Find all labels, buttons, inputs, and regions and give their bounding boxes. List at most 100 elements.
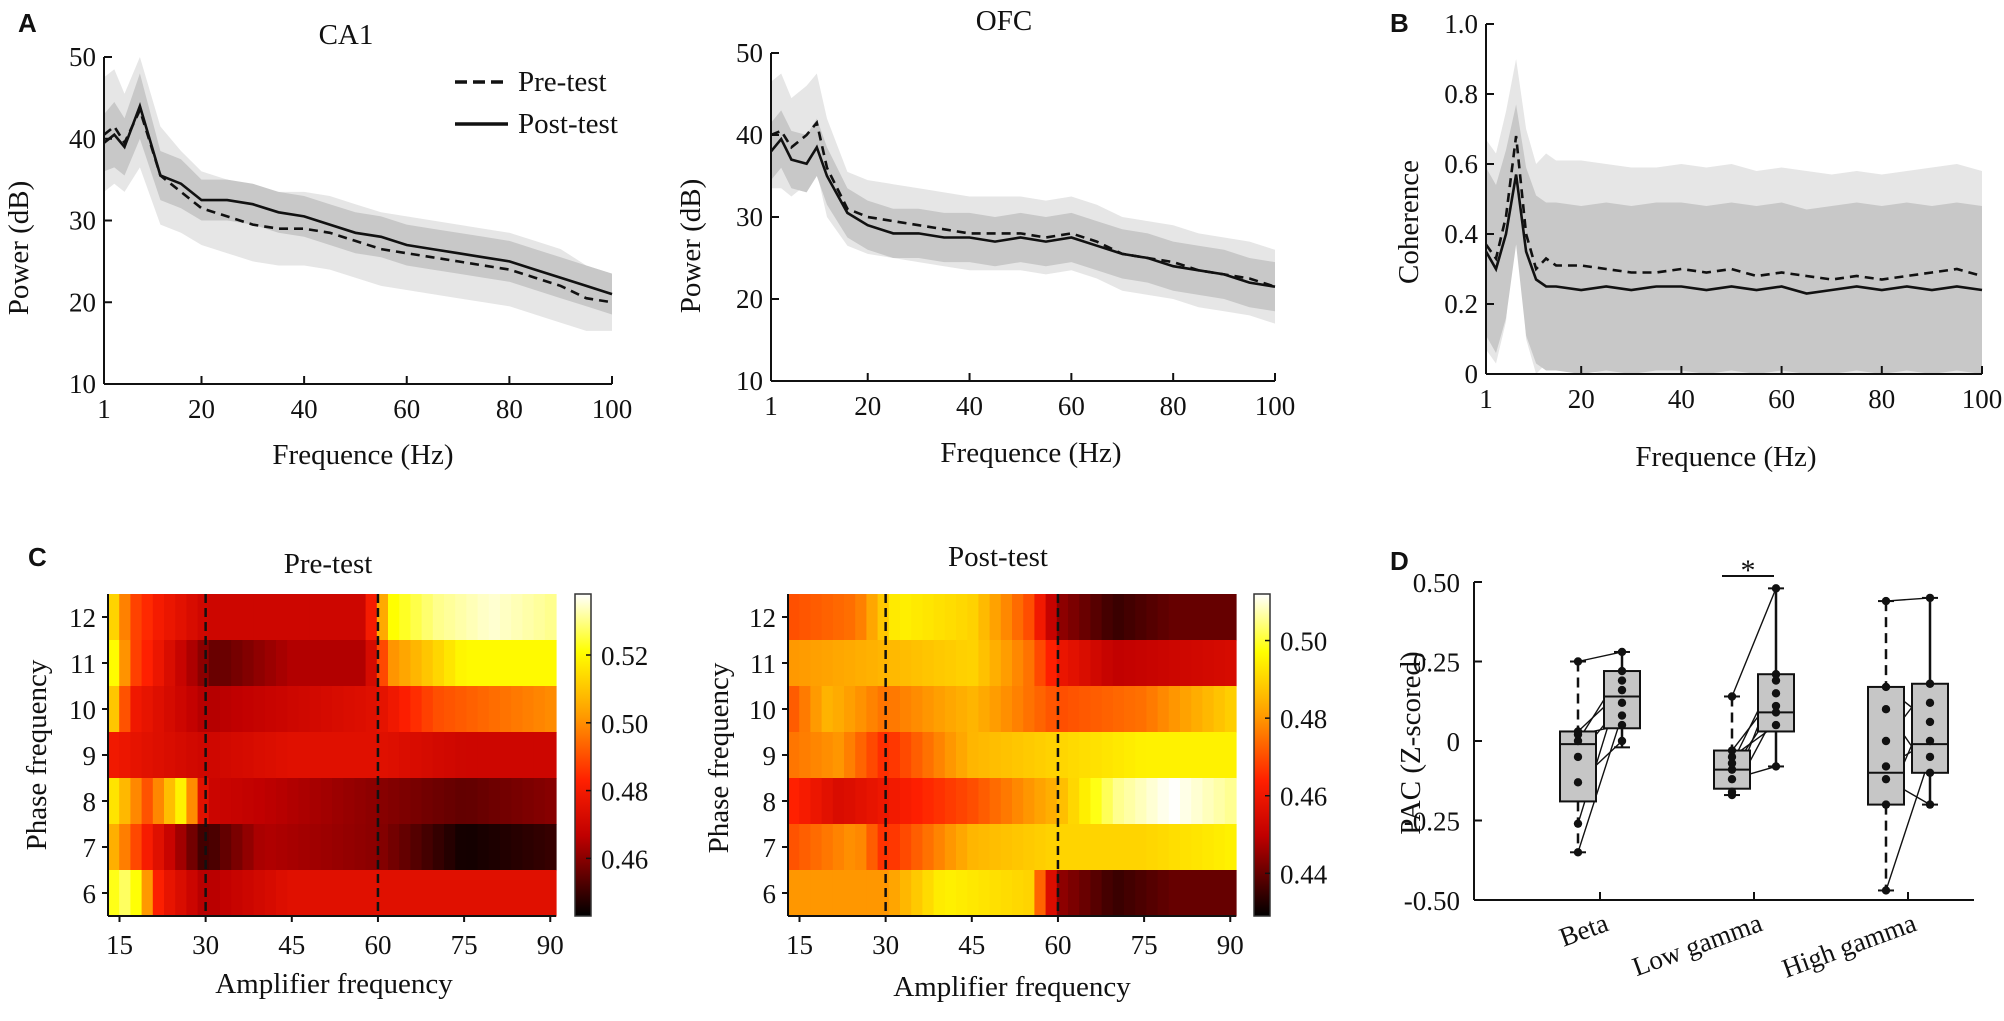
pac-pre-cell [388,824,400,871]
pac-post-cell [844,870,856,917]
pac-post-cell [1224,686,1237,733]
pac-post-cell [1191,686,1203,733]
pac-post-colorbar-tick-label: 0.50 [1280,627,1327,657]
pac-post-cell [855,686,867,733]
pac-pre-cell [533,870,546,917]
pac-post-cell [989,594,1002,641]
pac-post-cell [1012,778,1024,825]
pac-box-pair-line [1885,756,1931,891]
pac-post-cell [922,870,935,917]
pac-pre-cell [253,640,266,687]
pac-box-point [1925,717,1935,727]
pac-post-cell [1023,778,1035,825]
pac-post-cell [1045,640,1058,687]
pac-post-cell [944,686,957,733]
ca1-series-post [103,102,613,296]
pac-pre-cell [141,686,154,733]
pac-pre-xtick-label: 90 [537,930,564,960]
pac-pre-cell [264,640,277,687]
pac-post-cell [788,640,800,687]
pac-post-cell [1180,686,1192,733]
pac-post-cell [944,732,957,779]
pac-post-cell [1213,732,1226,779]
pac-post-cell [1124,686,1136,733]
pac-post-cell [1224,640,1237,687]
legend-post-label: Post-test [518,108,618,140]
pac-pre-cell [376,640,389,687]
pac-post-cell [1012,870,1024,917]
pac-post-cell [1000,778,1013,825]
pac-post-cell [1180,732,1192,779]
pac-pre-cell [477,778,490,825]
pac-pre-cell [332,824,344,871]
pac-pre-cell [466,870,479,917]
ofc-xtick-label: 40 [956,391,983,421]
pac-pre-cell [164,778,176,825]
pac-pre-cell [365,778,378,825]
pac-post-cell [1168,870,1181,917]
pac-post-cell [1045,824,1058,871]
pac-pre-cell [175,640,187,687]
pac-box-ytick-label: 0.50 [1413,568,1460,598]
pac-post-cell [911,732,923,779]
pac-post-xtick-label: 15 [786,930,813,960]
pac-post-cell [1045,686,1058,733]
pac-pre-cell [466,686,479,733]
pac-box-pair-line [1731,588,1777,697]
pac-pre-cell [477,732,490,779]
pac-pre-cell [186,640,199,687]
pac-box-point [1771,762,1781,771]
pac-pre-colorbar-tick-label: 0.52 [601,641,648,671]
pac-box-point [1573,657,1583,666]
pac-post-cell [944,640,957,687]
significance-star: * [1741,554,1756,587]
pac-box-point [1727,787,1737,797]
pac-box-point [1727,774,1737,784]
ca1-band-post [104,73,612,315]
pac-post-cell [799,778,811,825]
pac-post-colorbar-tick-label: 0.44 [1280,859,1328,889]
pac-pre-cell [287,778,299,825]
pac-post-cell [866,824,879,871]
pac-post-cell [900,778,912,825]
coherence-ytick-label: 0.2 [1444,289,1478,319]
pac-post-cell [1146,640,1159,687]
pac-box-point [1727,746,1737,755]
pac-post-cell [799,870,811,917]
legend-pre-label: Pre-test [518,66,607,98]
pac-pre-cell [164,640,176,687]
pac-pre-colorbar-tick-label: 0.50 [601,709,648,739]
pac-pre-cell [376,594,389,641]
pac-post-heatmap: Post-test 15 30 45 60 75 90 12 11 10 9 8 7 6 0.44 0.4… [703,541,1328,1003]
pac-post-xtick-label: 30 [872,930,899,960]
pac-pre-xtick-label: 30 [192,930,219,960]
pac-pre-cell [500,778,512,825]
pac-pre-cell [354,594,367,641]
pac-pre-cell [141,778,154,825]
pac-post-cell [900,870,912,917]
pac-pre-cell [119,686,131,733]
pac-pre-cell [511,870,523,917]
pac-post-cell [810,686,823,733]
pac-post-cell [1034,594,1047,641]
pac-pre-cell [253,824,266,871]
pac-post-cell [967,732,979,779]
pac-post-cell [900,594,912,641]
pac-box-point [1771,701,1781,711]
pac-post-cell [1135,778,1147,825]
pac-pre-cell [175,870,187,917]
pac-pre-cell [477,870,490,917]
pac-pre-cell [208,686,221,733]
pac-post-cell [866,778,879,825]
pac-pre-xtick-label: 15 [106,930,133,960]
pac-pre-cell [130,870,143,917]
pac-post-cell [1056,640,1069,687]
pac-box-point [1727,752,1737,762]
pac-post-cell [933,824,946,871]
pac-pre-cell [544,778,557,825]
pac-post-cell [1180,640,1192,687]
pac-pre-cell [500,686,512,733]
pac-box-point [1881,886,1891,895]
pac-pre-cell [164,732,176,779]
pac-post-cell [888,732,901,779]
